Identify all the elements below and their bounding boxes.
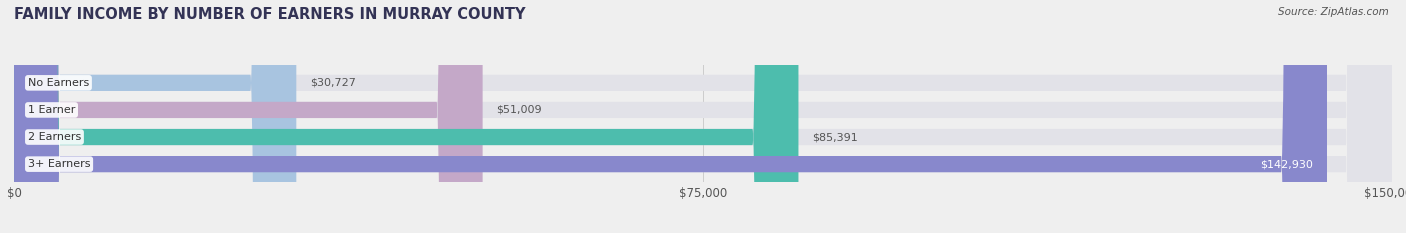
FancyBboxPatch shape (14, 0, 1392, 233)
Text: 2 Earners: 2 Earners (28, 132, 82, 142)
Text: $85,391: $85,391 (813, 132, 858, 142)
Text: No Earners: No Earners (28, 78, 89, 88)
FancyBboxPatch shape (14, 0, 799, 233)
Text: $142,930: $142,930 (1260, 159, 1313, 169)
Text: 1 Earner: 1 Earner (28, 105, 75, 115)
Text: $51,009: $51,009 (496, 105, 543, 115)
FancyBboxPatch shape (14, 0, 297, 233)
FancyBboxPatch shape (14, 0, 1327, 233)
Text: $30,727: $30,727 (311, 78, 356, 88)
Text: FAMILY INCOME BY NUMBER OF EARNERS IN MURRAY COUNTY: FAMILY INCOME BY NUMBER OF EARNERS IN MU… (14, 7, 526, 22)
FancyBboxPatch shape (14, 0, 1392, 233)
Text: Source: ZipAtlas.com: Source: ZipAtlas.com (1278, 7, 1389, 17)
FancyBboxPatch shape (14, 0, 1392, 233)
FancyBboxPatch shape (14, 0, 1392, 233)
FancyBboxPatch shape (14, 0, 482, 233)
Text: 3+ Earners: 3+ Earners (28, 159, 90, 169)
